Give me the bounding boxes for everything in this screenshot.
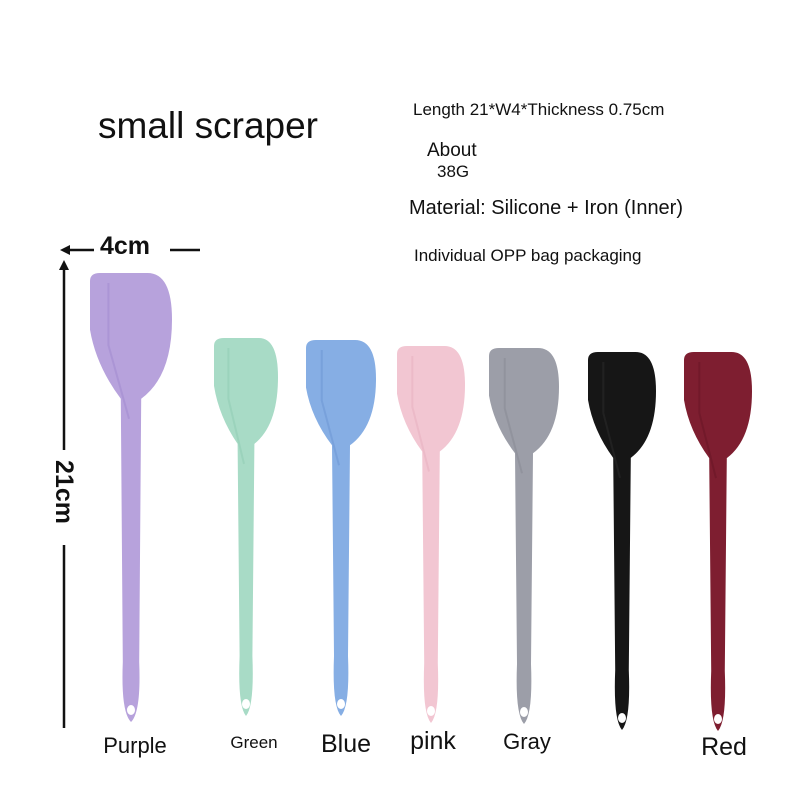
scraper-body bbox=[588, 352, 656, 730]
color-label-pink: pink bbox=[410, 727, 456, 756]
hang-hole bbox=[242, 699, 250, 709]
hang-hole bbox=[618, 713, 626, 723]
scraper-body bbox=[214, 338, 278, 716]
height-label: 21cm bbox=[34, 462, 94, 522]
scraper-purple bbox=[90, 273, 172, 722]
page-title: small scraper bbox=[98, 104, 318, 148]
scraper-green bbox=[214, 338, 278, 716]
hang-hole bbox=[127, 705, 135, 715]
scraper-gray bbox=[489, 348, 559, 724]
hang-hole bbox=[714, 714, 722, 724]
weight-spec-line2: 38G bbox=[437, 162, 469, 182]
hang-hole bbox=[427, 706, 435, 716]
material-spec: Material: Silicone + Iron (Inner) bbox=[409, 197, 683, 220]
color-label-gray: Gray bbox=[503, 729, 551, 755]
hang-hole bbox=[520, 707, 528, 717]
scraper-body bbox=[306, 340, 376, 716]
hang-hole bbox=[337, 699, 345, 709]
width-label: 4cm bbox=[100, 232, 150, 261]
scraper-pink bbox=[397, 346, 465, 723]
color-label-red: Red bbox=[701, 733, 747, 762]
weight-spec-line1: About bbox=[427, 140, 477, 162]
scraper-blue bbox=[306, 340, 376, 716]
scraper-body bbox=[90, 273, 172, 722]
packaging-spec: Individual OPP bag packaging bbox=[414, 246, 641, 266]
scraper-black bbox=[588, 352, 656, 730]
color-label-blue: Blue bbox=[321, 730, 371, 759]
scraper-red bbox=[684, 352, 752, 731]
color-label-green: Green bbox=[230, 733, 277, 753]
scraper-body bbox=[489, 348, 559, 724]
size-spec: Length 21*W4*Thickness 0.75cm bbox=[413, 100, 664, 120]
scraper-body bbox=[397, 346, 465, 723]
scraper-body bbox=[684, 352, 752, 731]
color-label-purple: Purple bbox=[103, 733, 167, 759]
